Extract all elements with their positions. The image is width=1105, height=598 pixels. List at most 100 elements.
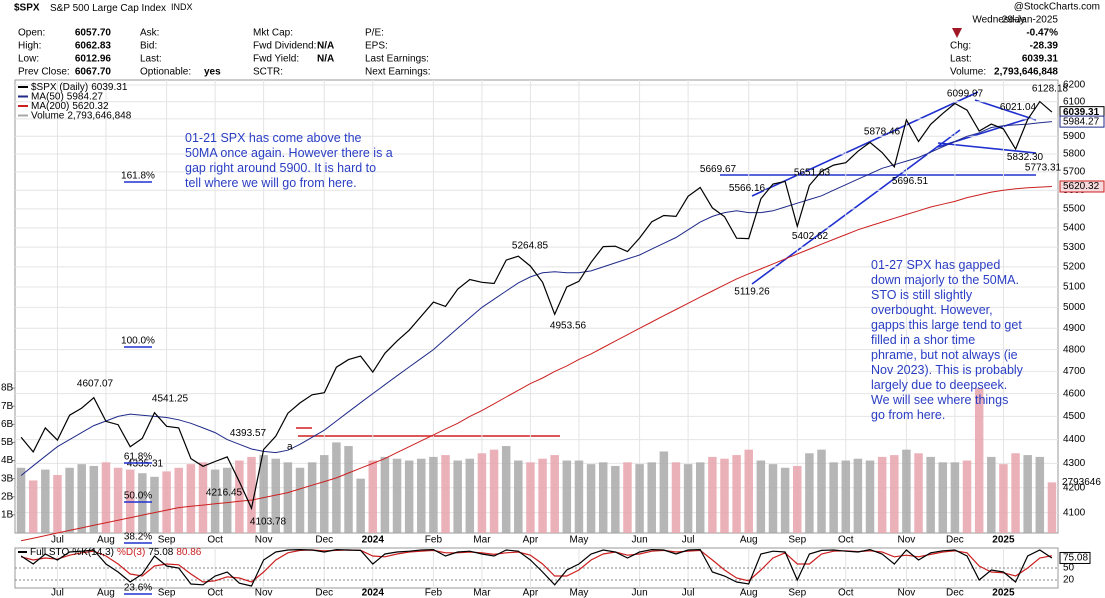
x-tick-label: Sep [158, 535, 176, 546]
y-tick-label: 4800 [1063, 344, 1086, 355]
y-tick-label: 5300 [1063, 242, 1086, 253]
legend-name: $SPX (Daily) [31, 82, 88, 93]
volume-bar [974, 388, 984, 533]
y2-tick-label: 2B [1, 491, 14, 502]
x-tick-label: Jul [51, 588, 64, 598]
quote-label: Volume: [950, 67, 986, 78]
field-label: Prev Close: [18, 67, 70, 78]
quote-value: 2,793,646,848 [994, 67, 1058, 78]
field-value: 6062.83 [75, 41, 112, 52]
quote-value: -28.39 [1030, 41, 1059, 52]
price-label: 4541.25 [152, 394, 189, 405]
x-tick-label: Feb [425, 535, 443, 546]
y-tick-label: 4600 [1063, 388, 1086, 399]
down-arrow [952, 28, 962, 38]
volume-bar [926, 456, 935, 533]
volume-bar [550, 455, 559, 533]
volume-bar [780, 467, 790, 533]
x-tick-label: Feb [425, 588, 443, 598]
price-label: 4216.45 [206, 487, 243, 498]
legend-entry: Volume 2,793,646,848 [31, 110, 132, 121]
price-label: 5878.46 [864, 127, 901, 138]
x-tick-label: 2024 [362, 535, 385, 546]
volume-bar [744, 449, 753, 533]
fib-label: 100.0% [121, 336, 155, 347]
price-label: 5696.51 [892, 176, 929, 187]
volume-bar [902, 449, 911, 533]
x-tick-label: Oct [838, 535, 854, 546]
volume-bar [101, 462, 111, 533]
volume-bar [489, 449, 499, 533]
y-tick-label: 50 [1063, 563, 1075, 574]
source: @StockCharts.com [1014, 2, 1100, 13]
field-label: Ask: [140, 28, 159, 39]
y2-tick-label: 3B [1, 473, 14, 484]
volume-bar [138, 473, 147, 533]
price-label: 5773.31 [1025, 162, 1062, 173]
legend-entry: MA(50) 5984.27 [31, 91, 103, 102]
volume-bar [222, 467, 232, 533]
y-tick-label: 6100 [1063, 96, 1086, 107]
volume-bar [320, 455, 329, 533]
price-label: 5264.85 [512, 241, 549, 252]
quote-label: Chg: [950, 41, 971, 52]
volume-bar [198, 462, 208, 533]
field-label: Last Earnings: [365, 54, 429, 65]
legend-entry: MA(200) 5620.32 [31, 101, 109, 112]
sto-title: Full STO [30, 547, 69, 558]
fib-label: 50.0% [124, 491, 152, 502]
field-value: 6067.70 [75, 67, 112, 78]
volume-bar [41, 469, 50, 533]
price-label: 5119.26 [734, 287, 770, 298]
sto-line [20, 549, 1053, 583]
volume-bar [562, 460, 572, 533]
value-box-label: 5984.27 [1063, 116, 1100, 127]
x-tick-label: Aug [97, 535, 115, 546]
y-tick-label: 5000 [1063, 302, 1086, 313]
volume-bar [526, 462, 535, 533]
x-tick-label: Apr [523, 588, 539, 598]
y-tick-label: 20 [1063, 575, 1075, 586]
volume-bar [647, 462, 656, 533]
y-tick-label: 5400 [1063, 222, 1086, 233]
y-tick-label: 6200 [1063, 80, 1086, 91]
field-label: Low: [18, 54, 39, 65]
volume-bar [380, 456, 390, 533]
y-tick-label: 4900 [1063, 323, 1086, 334]
value-box [1059, 551, 1091, 564]
volume-bar [16, 467, 26, 533]
volume-bar [89, 465, 99, 533]
x-tick-label: Aug [740, 535, 758, 546]
volume-bar [659, 451, 669, 533]
volume-bar [950, 462, 960, 533]
volume-bar [65, 467, 74, 533]
x-tick-label: Mar [473, 588, 491, 598]
volume-bar [28, 480, 38, 533]
volume-bar [720, 458, 729, 533]
x-tick-label: Sep [788, 535, 806, 546]
value-box-label: 6039.31 [1063, 107, 1100, 118]
x-tick-label: Jun [632, 588, 648, 598]
x-tick-label: Aug [740, 588, 758, 598]
annotation: 01-27 SPX has gapped down majorly to the… [871, 258, 1023, 422]
y-tick-label: 5800 [1063, 149, 1086, 160]
field-label: Open: [18, 28, 45, 39]
volume-bar [987, 456, 996, 533]
y-tick-label: 4400 [1063, 434, 1086, 445]
x-tick-label: 2025 [992, 588, 1015, 598]
trendline [937, 142, 1037, 154]
annotation: 01-21 SPX has come above the 50MA once a… [185, 131, 393, 190]
legend-value: 5984.27 [67, 91, 104, 102]
x-tick-label: Jul [682, 535, 695, 546]
field-value: N/A [317, 41, 334, 52]
price-label: 5832.30 [1007, 152, 1044, 163]
legend-name: %D(3) [117, 547, 145, 558]
y-tick-label: 4200 [1063, 482, 1086, 493]
price-label: 6021.04 [1000, 102, 1037, 113]
volume-bar [186, 464, 196, 533]
field-label: SCTR: [253, 67, 283, 78]
legend-value: 6039.31 [91, 82, 128, 93]
y2-tick-label: 5B [1, 437, 14, 448]
field-label: Next Earnings: [365, 67, 431, 78]
